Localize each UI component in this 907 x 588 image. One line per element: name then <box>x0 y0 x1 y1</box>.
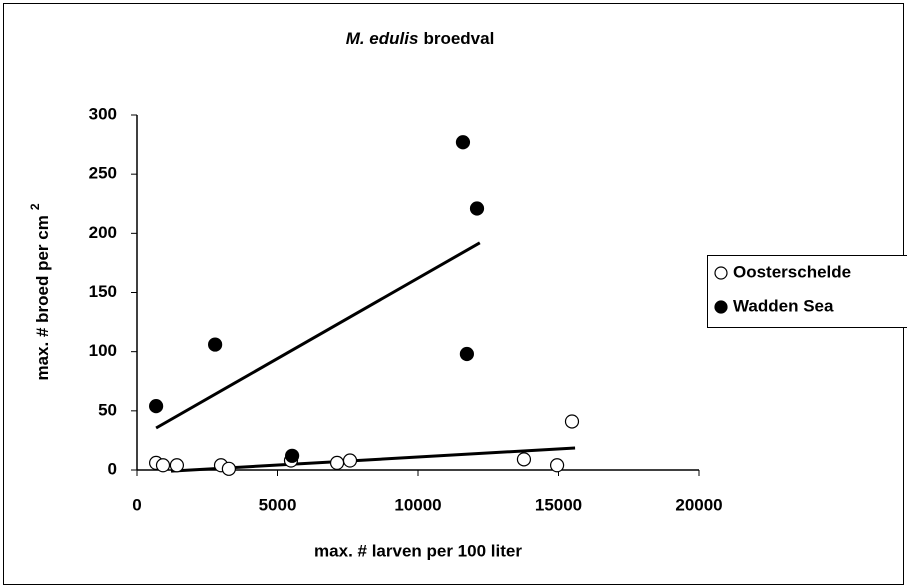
x-axis-title: max. # larven per 100 liter <box>314 541 522 560</box>
point <box>155 458 171 473</box>
y-tick-label: 200 <box>89 223 117 242</box>
point <box>208 337 223 352</box>
point <box>549 458 565 473</box>
y-tick-label: 250 <box>89 164 117 183</box>
point <box>455 135 471 150</box>
point <box>469 201 485 216</box>
point <box>169 458 185 473</box>
y-axis-title-sup: 2 <box>28 203 42 210</box>
y-tick-label: 100 <box>89 341 117 360</box>
legend-marker <box>714 300 728 314</box>
y-tick-label: 150 <box>89 282 117 301</box>
legend-label: Wadden Sea <box>733 296 834 315</box>
y-axis-title: max. # broed per cm 2 <box>28 203 52 380</box>
x-tick-label: 10000 <box>394 495 441 514</box>
trend-line <box>155 241 481 430</box>
point <box>564 414 580 429</box>
y-tick-label: 300 <box>89 104 117 123</box>
legend-marker <box>714 266 728 280</box>
point <box>221 461 236 476</box>
legend-box <box>707 255 907 328</box>
x-tick-label: 0 <box>132 495 141 514</box>
trend-line <box>170 446 576 473</box>
x-tick-label: 5000 <box>259 495 297 514</box>
legend-label: Oosterschelde <box>733 262 851 281</box>
point <box>329 455 345 470</box>
y-tick-label: 50 <box>98 400 117 419</box>
point <box>342 453 358 468</box>
point <box>285 448 300 463</box>
chart-title: M. edulis broedval <box>346 29 495 48</box>
x-tick-label: 15000 <box>535 495 582 514</box>
y-axis-title-main: max. # broed per cm <box>33 215 52 380</box>
point <box>149 399 164 414</box>
point <box>516 452 532 467</box>
title-rest: broedval <box>423 29 494 48</box>
title-italic: M. edulis <box>346 29 419 48</box>
y-tick-label: 0 <box>108 459 117 478</box>
x-tick-label: 20000 <box>675 495 722 514</box>
point <box>459 346 474 362</box>
